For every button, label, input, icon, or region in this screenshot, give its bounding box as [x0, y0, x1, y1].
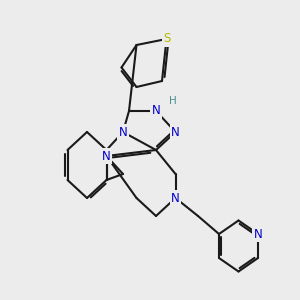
- Text: H: H: [169, 95, 176, 106]
- Text: S: S: [163, 32, 170, 46]
- Text: N: N: [171, 125, 180, 139]
- Text: N: N: [171, 191, 180, 205]
- Text: N: N: [254, 227, 262, 241]
- Text: N: N: [152, 104, 160, 118]
- Text: N: N: [102, 149, 111, 163]
- Text: N: N: [118, 125, 127, 139]
